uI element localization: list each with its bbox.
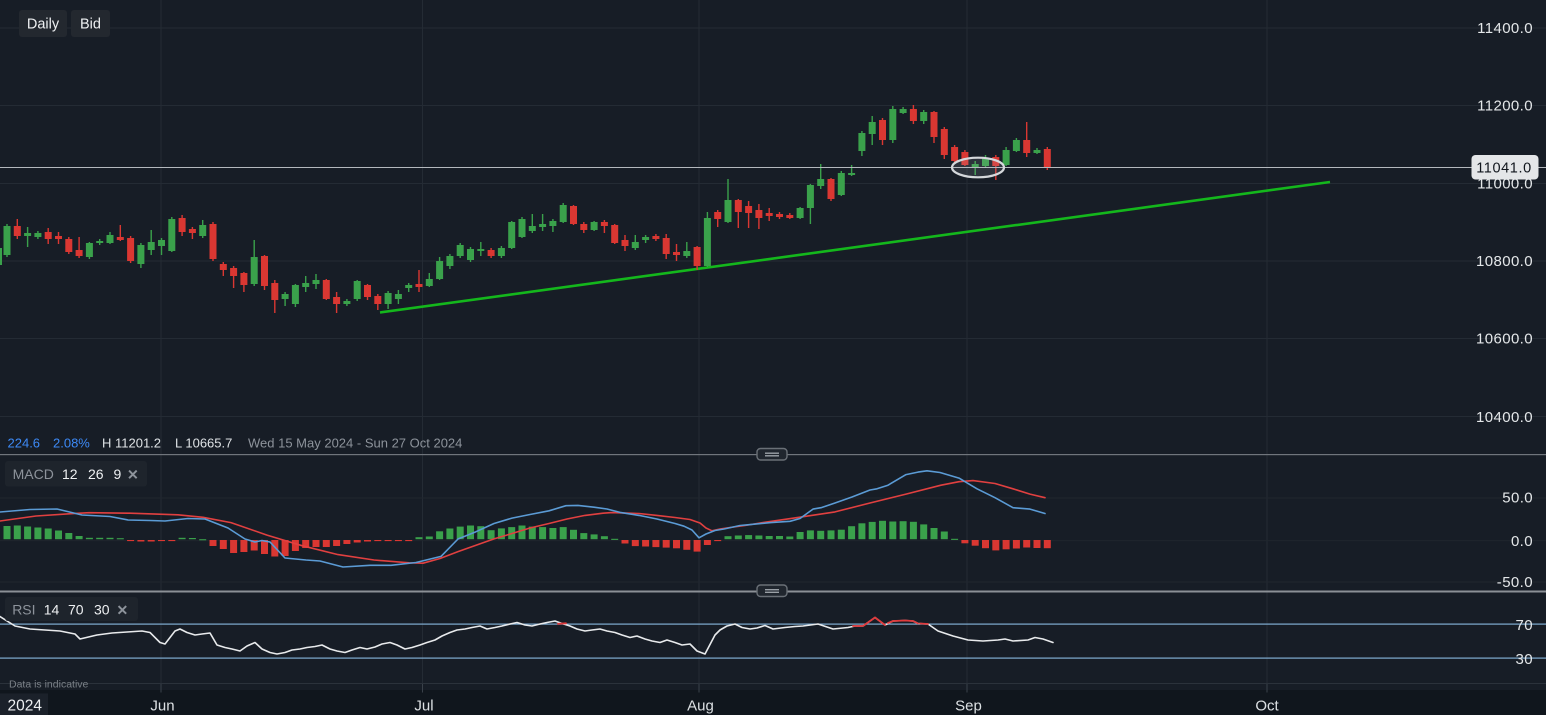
svg-text:Daily: Daily [27,17,60,33]
svg-text:26: 26 [88,466,104,482]
svg-text:MACD: MACD [13,466,54,482]
svg-text:11400.0: 11400.0 [1477,20,1533,37]
svg-text:10800.0: 10800.0 [1476,253,1533,270]
svg-text:50.0: 50.0 [1502,490,1533,507]
svg-text:2.08%: 2.08% [53,436,90,451]
svg-text:-50.0: -50.0 [1497,574,1533,591]
svg-text:H 11201.2: H 11201.2 [102,436,161,451]
svg-text:Sep: Sep [955,698,982,715]
svg-text:70: 70 [1516,617,1534,634]
svg-text:2024: 2024 [8,698,43,715]
svg-text:30: 30 [1516,651,1534,668]
svg-text:Bid: Bid [80,17,101,33]
svg-text:L 10665.7: L 10665.7 [175,436,232,451]
svg-text:Aug: Aug [687,698,714,715]
svg-text:12: 12 [62,466,78,482]
svg-text:Jul: Jul [414,698,433,715]
svg-text:✕: ✕ [117,602,129,618]
svg-text:11041.0: 11041.0 [1476,161,1532,177]
svg-text:✕: ✕ [127,467,139,483]
svg-text:10400.0: 10400.0 [1476,409,1533,426]
svg-text:Jun: Jun [150,698,174,715]
svg-text:11000.0: 11000.0 [1477,176,1533,193]
svg-text:RSI: RSI [12,602,35,618]
svg-text:11200.0: 11200.0 [1477,98,1533,115]
svg-text:70: 70 [68,602,84,618]
svg-text:14: 14 [44,602,60,618]
svg-text:Data is indicative: Data is indicative [9,679,89,691]
svg-text:9: 9 [114,466,122,482]
svg-text:224.6: 224.6 [8,436,41,451]
svg-text:Oct: Oct [1255,698,1279,715]
svg-text:Wed 15 May 2024 - Sun 27 Oct 2: Wed 15 May 2024 - Sun 27 Oct 2024 [248,436,462,451]
svg-text:0.0: 0.0 [1511,533,1533,550]
svg-text:30: 30 [94,602,110,618]
svg-text:10600.0: 10600.0 [1476,331,1533,348]
